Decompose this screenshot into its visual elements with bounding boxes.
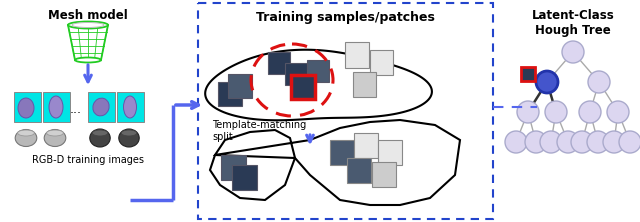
Bar [221,155,246,180]
Bar [14,92,41,122]
Bar [372,162,396,187]
Bar [232,165,257,190]
Circle shape [545,101,567,123]
Ellipse shape [15,129,36,147]
Text: Latent-Class
Hough Tree: Latent-Class Hough Tree [532,9,614,37]
Bar [88,92,115,122]
Ellipse shape [18,98,34,118]
Ellipse shape [44,129,66,147]
Circle shape [557,131,579,153]
Bar [307,60,329,82]
Ellipse shape [119,129,140,147]
Ellipse shape [124,96,136,118]
Bar [291,75,315,99]
Ellipse shape [72,22,104,28]
Bar [378,140,402,165]
Ellipse shape [92,130,108,136]
Circle shape [562,41,584,63]
Circle shape [587,131,609,153]
Bar [218,82,242,106]
Bar [370,50,393,75]
Polygon shape [68,25,108,60]
Bar [347,158,371,183]
Ellipse shape [93,98,109,116]
Ellipse shape [47,130,63,136]
Bar [285,63,307,85]
Bar [43,92,70,122]
Circle shape [571,131,593,153]
Bar [330,140,354,165]
Text: RGB-D training images: RGB-D training images [32,155,144,165]
Text: ...: ... [70,103,82,115]
Ellipse shape [90,129,110,147]
Circle shape [517,101,539,123]
Bar [354,133,378,158]
Circle shape [505,131,527,153]
Bar [521,67,535,81]
Text: Template-matching
split: Template-matching split [212,120,307,142]
Ellipse shape [75,57,101,63]
Bar [117,92,144,122]
Circle shape [619,131,640,153]
Circle shape [536,71,558,93]
Circle shape [525,131,547,153]
Ellipse shape [49,96,63,118]
Circle shape [540,131,562,153]
Circle shape [579,101,601,123]
Bar [228,74,252,98]
Circle shape [603,131,625,153]
Circle shape [607,101,629,123]
Text: Training samples/patches: Training samples/patches [256,11,435,24]
Bar [345,42,369,68]
Bar [268,52,290,74]
Ellipse shape [68,22,108,28]
Circle shape [588,71,610,93]
Ellipse shape [18,130,35,136]
Bar [198,3,493,219]
Bar [353,72,376,97]
Ellipse shape [121,130,137,136]
Text: Mesh model: Mesh model [48,9,128,22]
